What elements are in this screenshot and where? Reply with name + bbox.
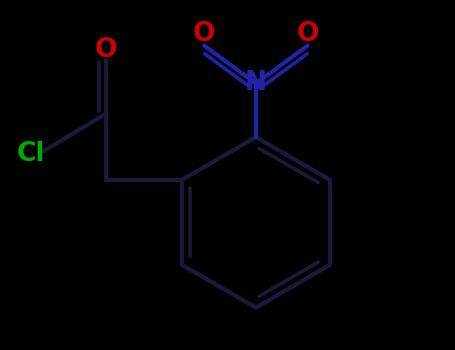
Text: N: N bbox=[245, 70, 267, 97]
Text: O: O bbox=[95, 37, 117, 63]
Text: O: O bbox=[296, 21, 319, 47]
Text: O: O bbox=[193, 21, 215, 47]
Text: Cl: Cl bbox=[16, 141, 45, 168]
